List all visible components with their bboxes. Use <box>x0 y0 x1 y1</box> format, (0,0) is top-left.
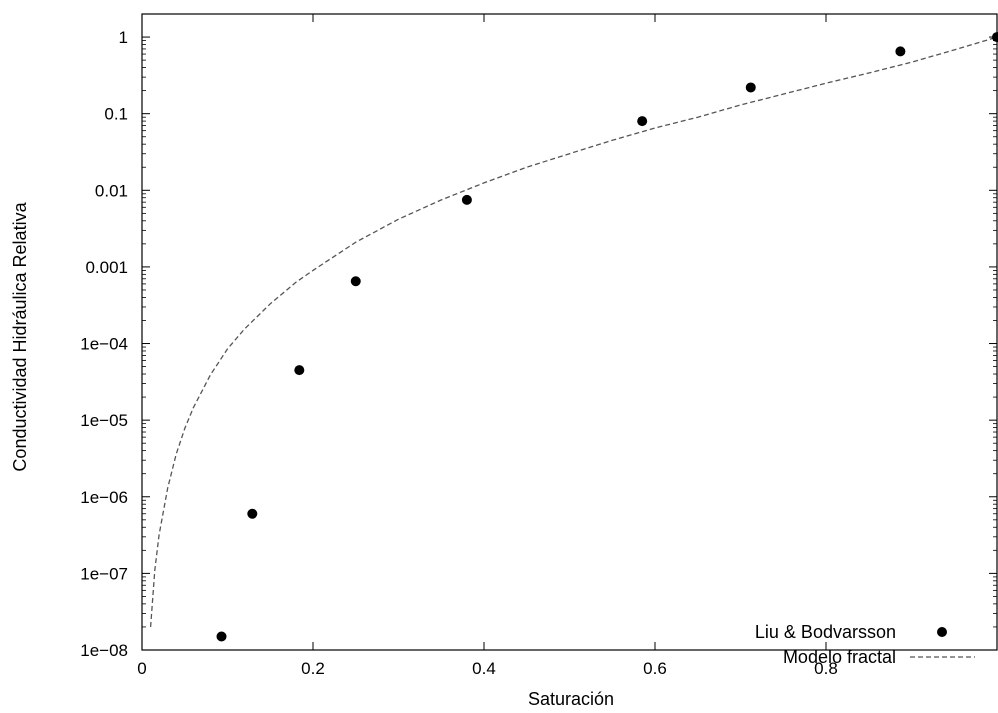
y-tick-label: 1e−07 <box>80 564 128 583</box>
y-tick-label: 1e−06 <box>80 488 128 507</box>
legend-marker-points <box>937 627 947 637</box>
data-point <box>216 631 227 642</box>
x-tick-label: 0.8 <box>814 659 838 678</box>
x-tick-label: 0.4 <box>472 659 496 678</box>
model-fractal-curve <box>149 36 998 627</box>
legend: Liu & Bodvarsson Modelo fractal <box>755 622 975 667</box>
y-tick-label: 1e−08 <box>80 641 128 660</box>
data-point <box>350 276 361 287</box>
x-axis: 0 0.2 0.4 0.6 0.8 <box>137 14 838 678</box>
x-tick-label: 0.2 <box>301 659 325 678</box>
y-tick-label: 1 <box>119 28 128 47</box>
y-axis-title: Conductividad Hidráulica Relativa <box>10 201 30 471</box>
y-tick-label: 1e−05 <box>80 411 128 430</box>
data-point <box>247 508 258 519</box>
model-curve-layer <box>149 36 998 627</box>
x-axis-title: Saturación <box>528 689 614 709</box>
plot-border <box>141 13 998 651</box>
x-tick-label: 0 <box>137 659 146 678</box>
data-point <box>992 32 998 43</box>
data-point <box>461 194 472 205</box>
legend-label-modelo-fractal: Modelo fractal <box>783 647 896 667</box>
data-points-layer <box>216 32 998 642</box>
y-axis: 1e−08 1e−07 1e−06 1e−05 1e−04 0.001 0.01 0.1 1 <box>80 13 997 660</box>
y-tick-label: 0.001 <box>85 258 128 277</box>
x-tick-label: 0.6 <box>643 659 667 678</box>
data-point <box>895 46 906 57</box>
data-point <box>294 365 305 376</box>
legend-label-liu-bodvarsson: Liu & Bodvarsson <box>755 622 896 642</box>
data-point <box>745 82 756 93</box>
y-tick-label: 0.1 <box>104 105 128 124</box>
data-point <box>637 116 648 127</box>
y-tick-label: 0.01 <box>95 181 128 200</box>
plot-frame <box>141 13 998 651</box>
y-tick-label: 1e−04 <box>80 335 128 354</box>
